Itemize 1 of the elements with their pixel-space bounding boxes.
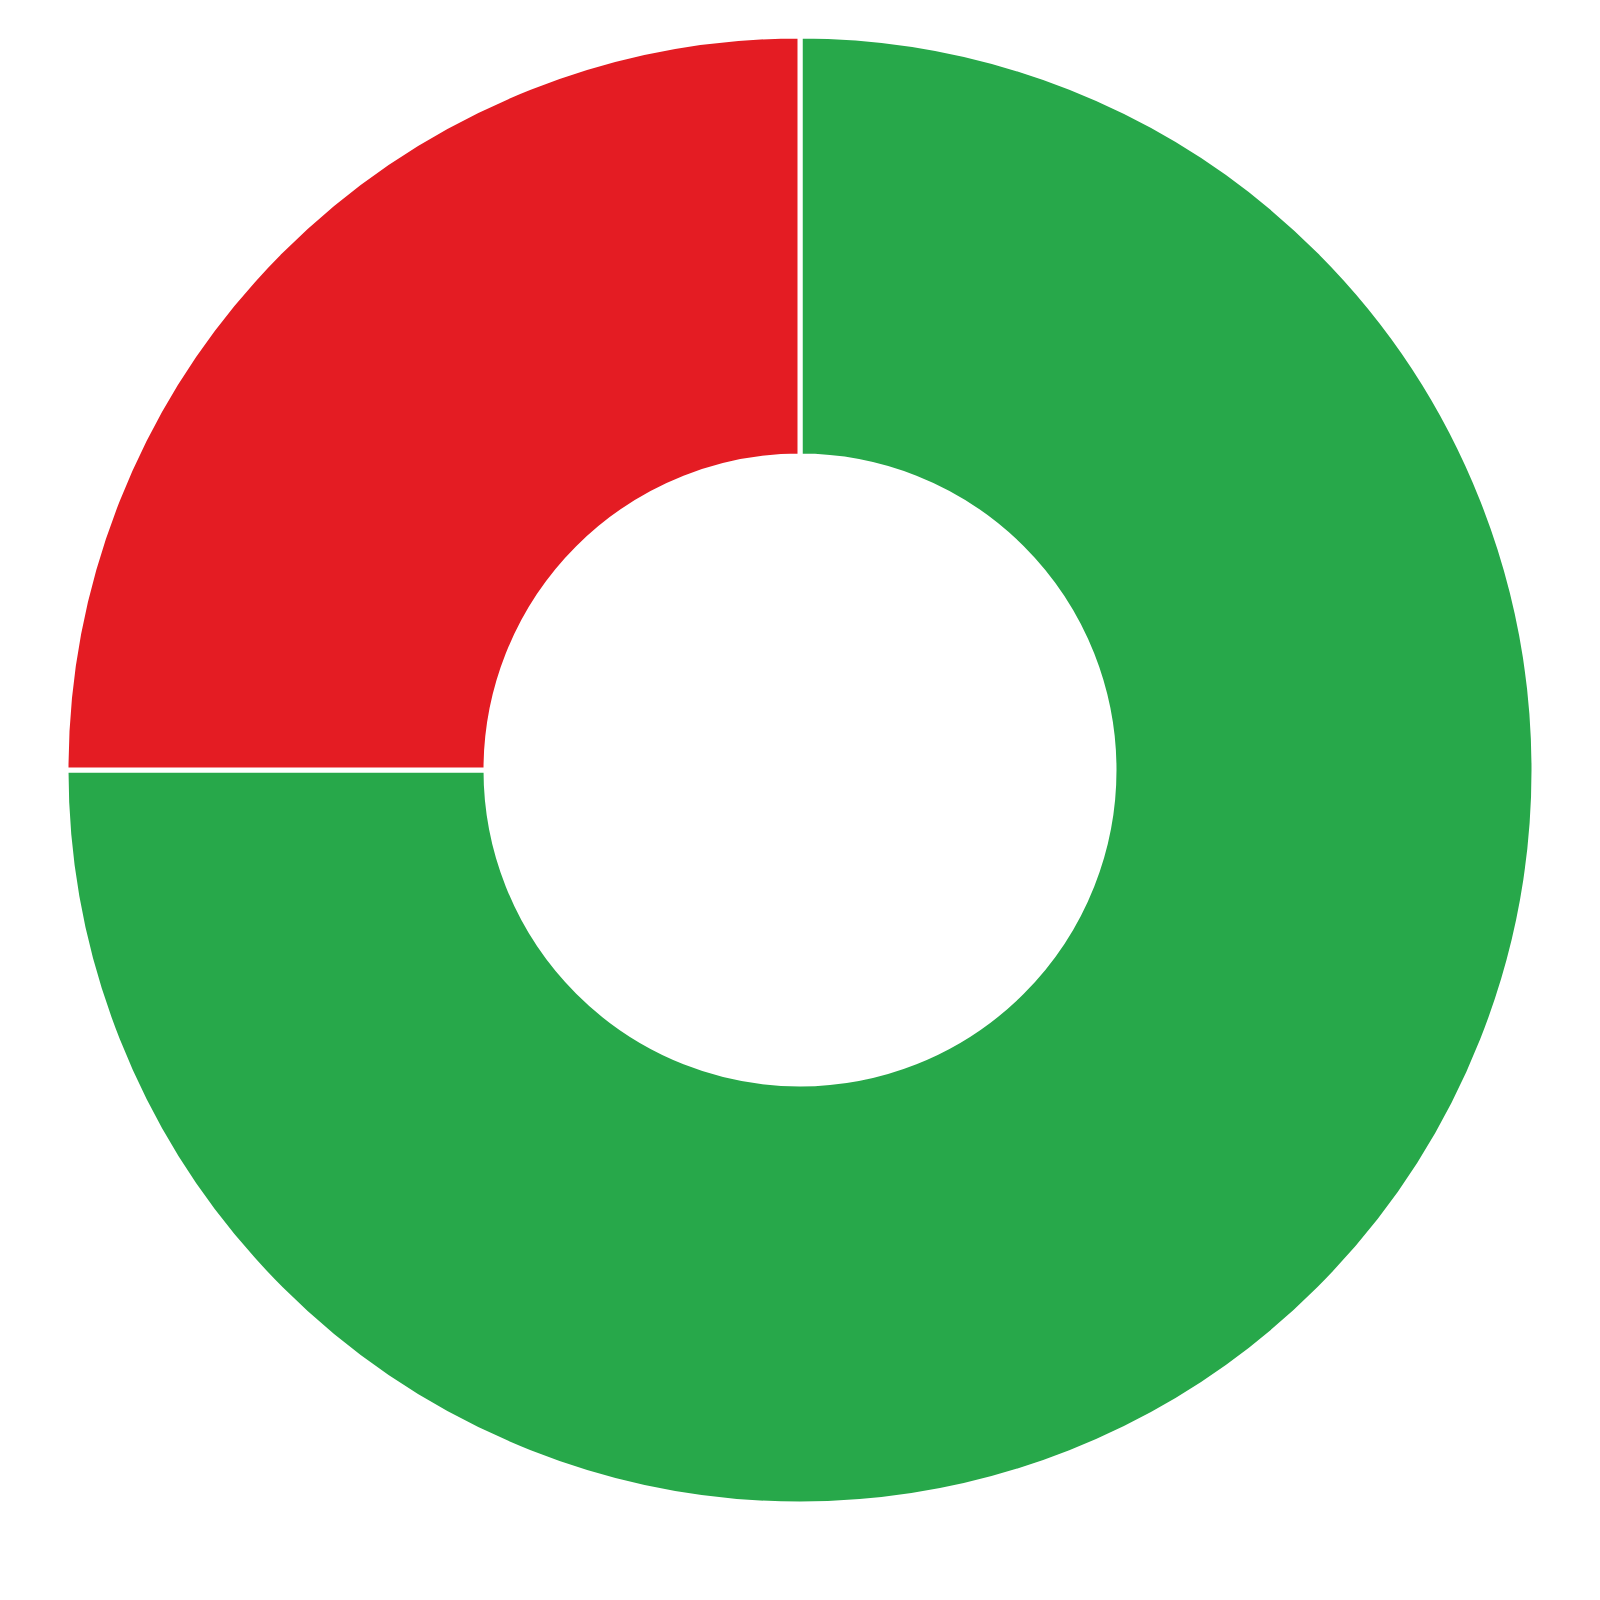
- donut-slice: [63, 33, 1536, 1506]
